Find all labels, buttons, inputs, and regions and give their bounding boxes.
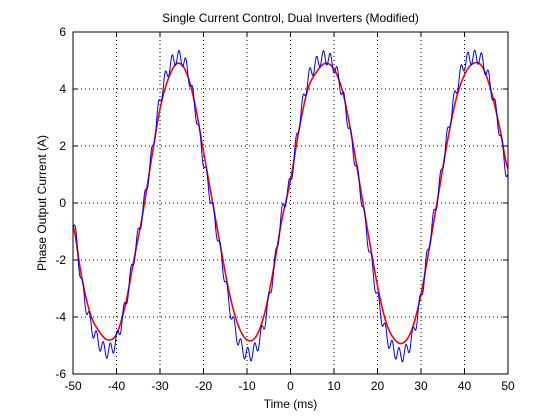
y-tick-label: 2 xyxy=(59,139,66,153)
x-axis-label: Time (ms) xyxy=(264,397,318,411)
series-line-1 xyxy=(73,61,508,345)
x-tick-label: -50 xyxy=(64,379,82,393)
x-tick-label: -10 xyxy=(238,379,256,393)
chart-title: Single Current Control, Dual Inverters (… xyxy=(162,11,419,25)
x-tick-label: -40 xyxy=(108,379,126,393)
x-tick-label: 20 xyxy=(371,379,385,393)
x-tick-label: -20 xyxy=(195,379,213,393)
y-tick-label: -6 xyxy=(55,367,66,381)
y-tick-label: 4 xyxy=(59,82,66,96)
series-layer xyxy=(73,49,508,363)
x-tick-label: -30 xyxy=(151,379,169,393)
grid-lines xyxy=(73,32,508,374)
y-tick-label: -4 xyxy=(55,310,66,324)
y-axis-label: Phase Output Current (A) xyxy=(35,135,49,271)
tick-marks xyxy=(72,31,509,375)
axes-background xyxy=(73,32,508,374)
y-tick-label: -2 xyxy=(55,253,66,267)
x-tick-label: 10 xyxy=(327,379,341,393)
series-line-2 xyxy=(73,49,508,363)
x-tick-label: 40 xyxy=(458,379,472,393)
x-tick-label: 30 xyxy=(414,379,428,393)
y-tick-label: 6 xyxy=(59,25,66,39)
y-tick-label: 0 xyxy=(59,196,66,210)
x-tick-label: 50 xyxy=(501,379,515,393)
x-tick-label: 0 xyxy=(287,379,294,393)
